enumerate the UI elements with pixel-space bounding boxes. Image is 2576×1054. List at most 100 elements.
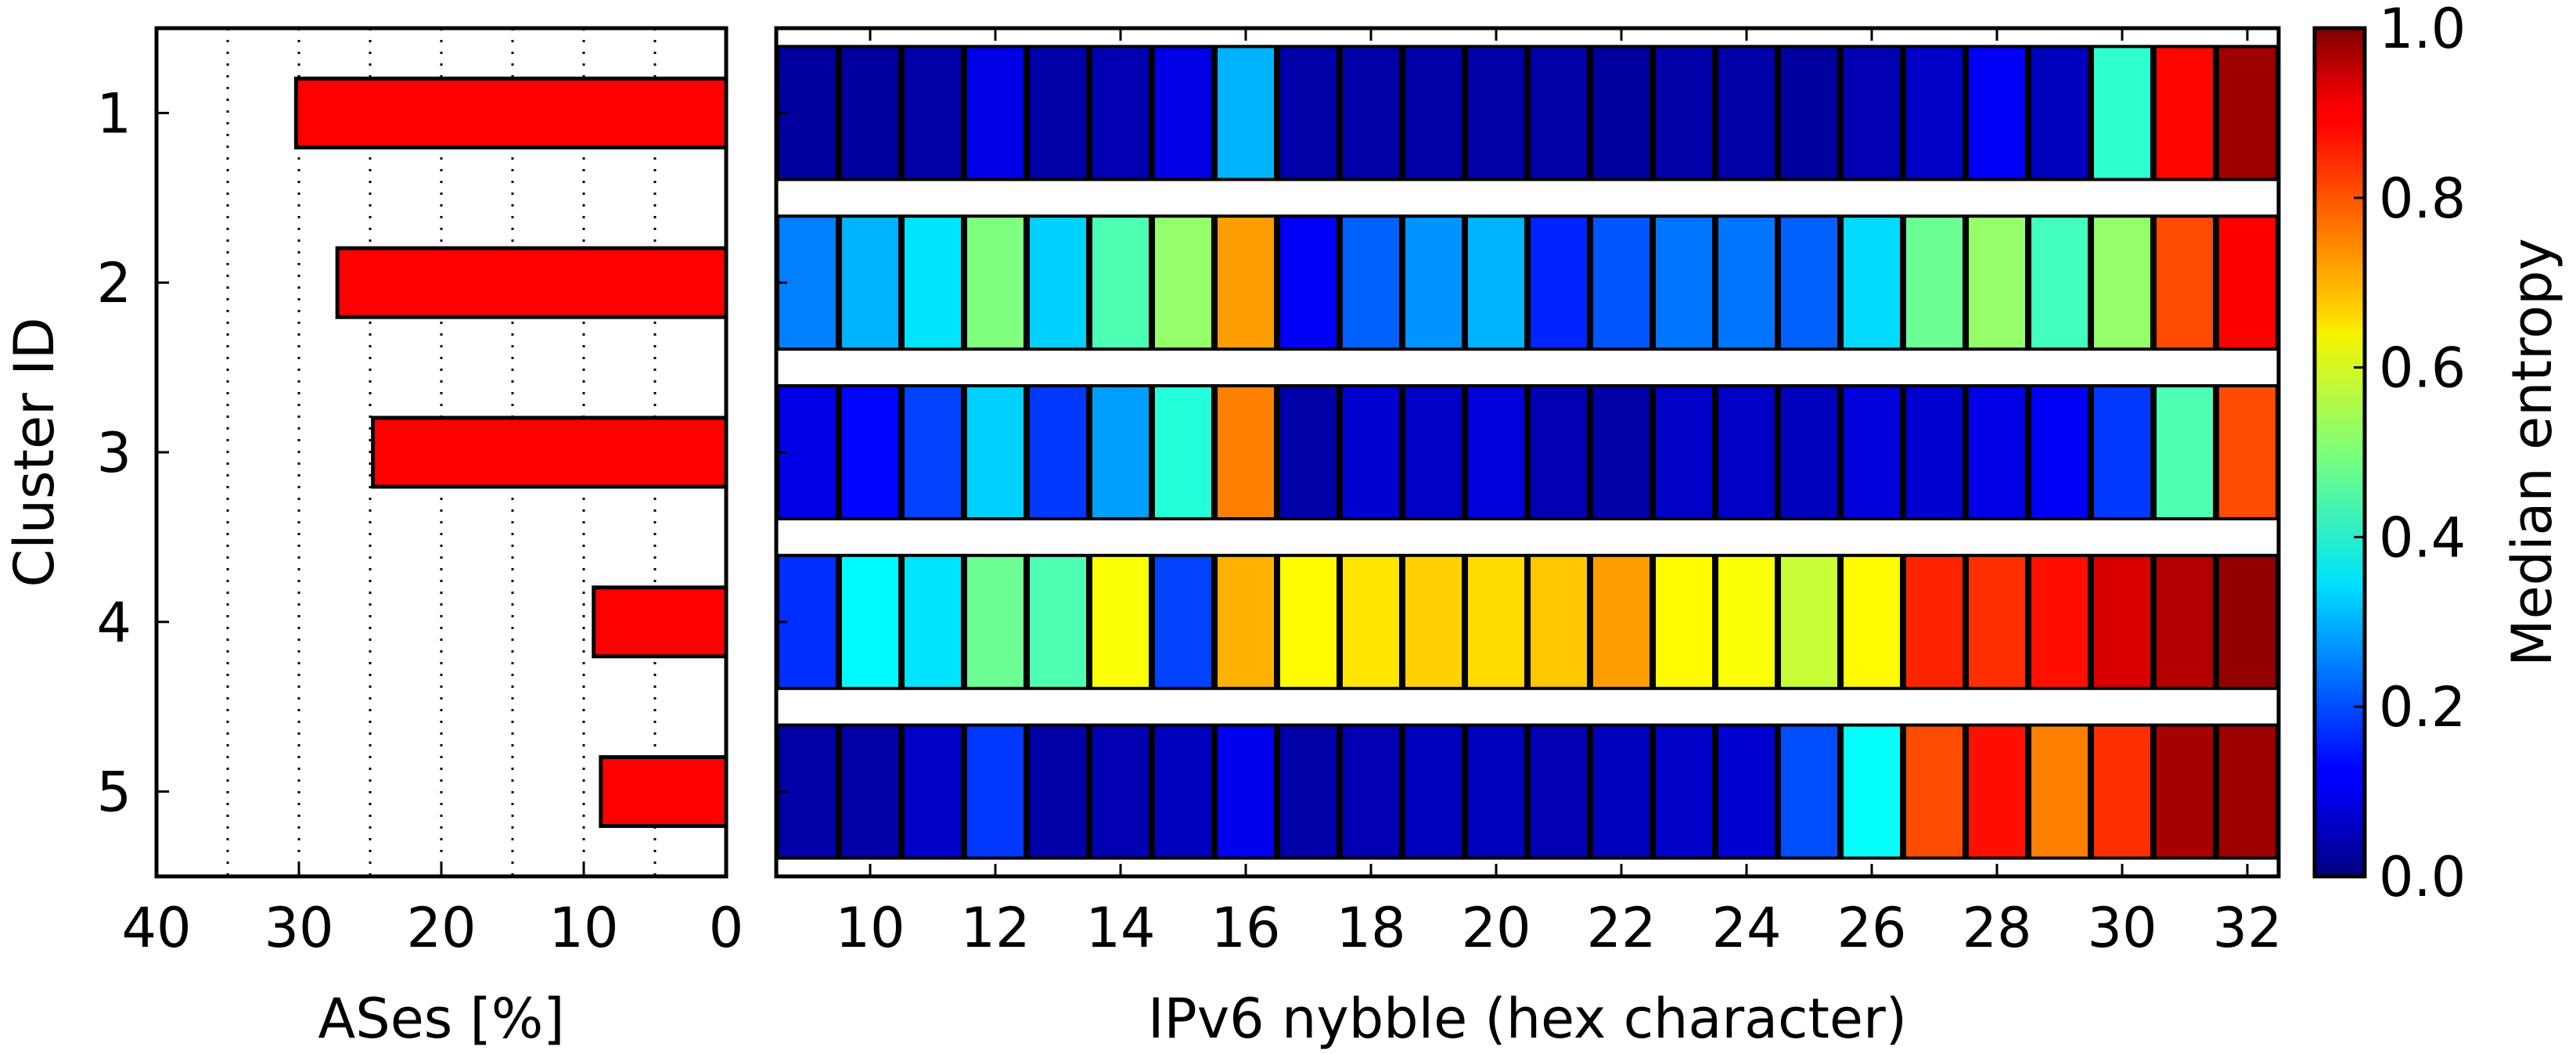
heatmap-cell: [1840, 45, 1903, 182]
heatmap-cell: [1027, 45, 1089, 182]
heatmap-cell: [901, 384, 964, 520]
heatmap-cell: [1966, 45, 2028, 182]
bar-x-tick-label: 30: [264, 896, 333, 960]
bar-y-tick-label: 1: [96, 81, 131, 146]
heatmap-cell: [1340, 45, 1402, 182]
heatmap-cell: [1653, 214, 1715, 351]
heatmap-cell: [1027, 723, 1089, 860]
colorbar-tick-label: 1.0: [2379, 0, 2466, 61]
heatmap-cell: [1089, 45, 1152, 182]
heatmap-cell: [2028, 384, 2091, 520]
colorbar: 0.0 0.2 0.4 0.6 0.8 1.0 Median entropy: [2312, 0, 2564, 909]
heatmap-cell: [1214, 553, 1277, 690]
bar-y-tick-label: 4: [96, 591, 131, 655]
heatmap-cell: [1840, 384, 1903, 520]
colorbar-ticks: 0.0 0.2 0.4 0.6 0.8 1.0: [2354, 0, 2466, 909]
heatmap-cell: [1152, 214, 1214, 351]
heatmap-cell: [2153, 384, 2216, 520]
heatmap-cell: [1340, 553, 1402, 690]
heatmap-cell: [1590, 214, 1653, 351]
heatmap-x-tick-label: 32: [2212, 896, 2282, 960]
heatmap-ticks: 10 12 14 16 18 20 22 24 26 28 30 32: [776, 28, 2283, 960]
heatmap-cell: [1277, 723, 1340, 860]
heatmap-cell: [1778, 553, 1840, 690]
heatmap-cell: [1402, 214, 1465, 351]
heatmap-cell: [1840, 723, 1903, 860]
heatmap-cell: [2091, 553, 2153, 690]
bar-x-tick-label: 40: [121, 896, 191, 960]
heatmap-cell: [1089, 553, 1152, 690]
heatmap-cell: [2216, 553, 2279, 690]
bar-cluster-1: [293, 76, 729, 149]
heatmap-cell: [2091, 214, 2153, 351]
heatmap-cell: [1903, 553, 1966, 690]
heatmap-cell: [1527, 45, 1590, 182]
heatmap-cell: [901, 214, 964, 351]
heatmap-cell: [1027, 553, 1089, 690]
heatmap-x-tick-label: 24: [1711, 896, 1781, 960]
heatmap-cell: [1590, 723, 1653, 860]
heatmap-cell: [776, 45, 839, 182]
heatmap-cell: [1402, 723, 1465, 860]
colorbar-tick-label: 0.6: [2379, 336, 2466, 401]
heatmap-cell: [1778, 384, 1840, 520]
bar-marks: [293, 76, 729, 829]
heatmap-cell: [1214, 214, 1277, 351]
heatmap-cell: [1402, 45, 1465, 182]
heatmap-cell: [1966, 384, 2028, 520]
heatmap-cell: [964, 723, 1027, 860]
heatmap-cell: [1903, 45, 1966, 182]
heatmap-cell: [1152, 723, 1214, 860]
heatmap-cell: [776, 553, 839, 690]
heatmap-cell: [1653, 553, 1715, 690]
heatmap-cell: [839, 723, 901, 860]
heatmap-cell: [1089, 723, 1152, 860]
heatmap-cell: [1277, 553, 1340, 690]
heatmap-cell: [2216, 384, 2279, 520]
bar-cluster-4: [592, 585, 729, 659]
heatmap-x-tick-label: 26: [1837, 896, 1906, 960]
heatmap-cell: [1152, 45, 1214, 182]
bar-cluster-3: [371, 415, 729, 489]
heatmap-cell: [1465, 553, 1527, 690]
heatmap-cell: [1966, 553, 2028, 690]
heatmap-cell: [1653, 384, 1715, 520]
heatmap-cell: [1715, 45, 1778, 182]
heatmap-cell: [2216, 723, 2279, 860]
heatmap-panel: 10 12 14 16 18 20 22 24 26 28 30 32 IPv6 nybble (he…: [774, 26, 2283, 1051]
heatmap-cell: [1778, 45, 1840, 182]
colorbar-label: Median entropy: [2500, 238, 2564, 667]
heatmap-cell: [1277, 45, 1340, 182]
heatmap-cell: [1966, 214, 2028, 351]
heatmap-cell: [1527, 723, 1590, 860]
heatmap-cell: [1340, 723, 1402, 860]
heatmap-cell: [776, 384, 839, 520]
heatmap-x-tick-label: 22: [1586, 896, 1656, 960]
heatmap-cell: [1840, 214, 1903, 351]
bar-chart-panel: 1 2 3 4 5 40 30 20 10 0 Cluster ID ASes [%]: [2, 26, 743, 1051]
heatmap-cell: [1089, 384, 1152, 520]
heatmap-cell: [2153, 214, 2216, 351]
heatmap-cell: [964, 553, 1027, 690]
heatmap-cell: [2153, 553, 2216, 690]
heatmap-cell: [2216, 45, 2279, 182]
heatmap-cell: [1715, 723, 1778, 860]
bar-x-axis-label: ASes [%]: [318, 987, 564, 1051]
heatmap-cell: [1840, 553, 1903, 690]
heatmap-cell: [1715, 384, 1778, 520]
heatmap-x-tick-label: 28: [1962, 896, 2031, 960]
heatmap-cell: [1340, 214, 1402, 351]
heatmap-cell: [2216, 214, 2279, 351]
heatmap-cell: [1214, 723, 1277, 860]
heatmap-cell: [1277, 214, 1340, 351]
heatmap-cell: [1778, 214, 1840, 351]
bar-y-axis-label: Cluster ID: [2, 317, 67, 587]
heatmap-cell: [2091, 723, 2153, 860]
heatmap-cell: [1027, 214, 1089, 351]
colorbar-tick-label: 0.8: [2379, 167, 2466, 231]
colorbar-tick-label: 0.2: [2379, 675, 2466, 739]
heatmap-cell: [839, 214, 901, 351]
heatmap-cell: [1152, 553, 1214, 690]
heatmap-cell: [1778, 723, 1840, 860]
heatmap-cell: [1465, 45, 1527, 182]
